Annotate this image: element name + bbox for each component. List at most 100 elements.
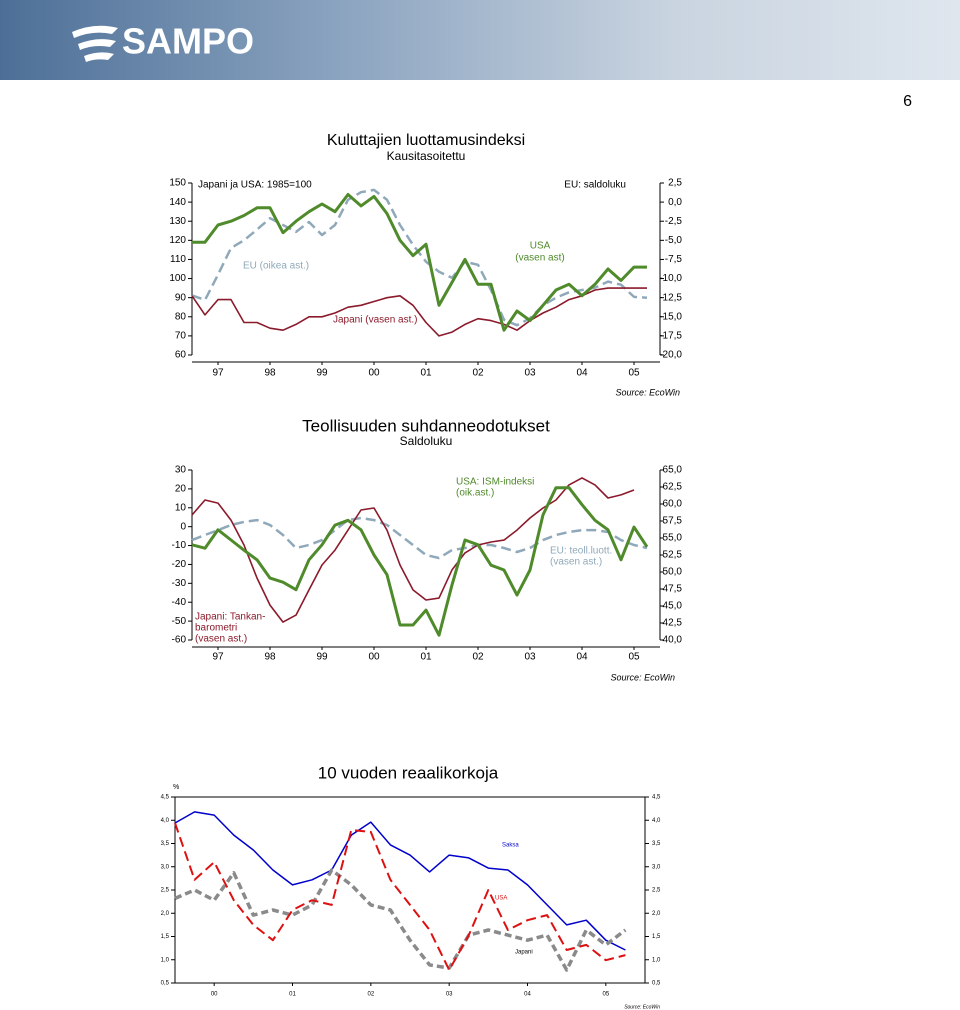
y-tick-label: 1,0 xyxy=(161,957,170,963)
y2-tick-label: 2,5 xyxy=(668,178,682,189)
chart-title: Kuluttajien luottamusindeksi xyxy=(327,132,525,149)
y-tick-label: 70 xyxy=(175,331,187,342)
series-line xyxy=(174,868,627,972)
x-tick-label: 99 xyxy=(316,652,328,663)
annotation: USA xyxy=(495,896,507,902)
source-note: Source: EcoWin xyxy=(616,387,680,397)
y-tick-label: -10 xyxy=(172,540,187,551)
annotation: barometri xyxy=(195,623,237,634)
x-tick-label: 05 xyxy=(628,652,640,663)
y-tick-label: 100 xyxy=(169,273,186,284)
y-tick-label: 3,5 xyxy=(161,841,170,847)
x-tick-label: 97 xyxy=(212,368,224,379)
y-tick-label: 20 xyxy=(175,484,187,495)
y-tick-label-right: 0,5 xyxy=(652,981,661,987)
series-line xyxy=(191,188,648,327)
y-tick-label: 60 xyxy=(175,350,187,361)
x-tick-label: 03 xyxy=(524,652,536,663)
y2-tick-label: 50,0 xyxy=(663,567,683,578)
chart-title: Teollisuuden suhdanneodotukset xyxy=(302,416,550,435)
y-axis-label: % xyxy=(173,784,179,791)
y-tick-label: 150 xyxy=(169,178,186,189)
chart-title: 10 vuoden reaalikorkoja xyxy=(318,763,499,782)
annotation: Japani: Tankan- xyxy=(195,612,265,623)
x-tick-label: 02 xyxy=(367,992,374,998)
y-tick-label: 10 xyxy=(175,502,187,513)
x-tick-label: 98 xyxy=(264,652,276,663)
y2-tick-label: 45,0 xyxy=(663,601,683,612)
y-tick-label: 0 xyxy=(180,521,186,532)
y-tick-label: -20 xyxy=(172,559,187,570)
chart: 10 vuoden reaalikorkoja%4,5 4,54,0 4,03,5 3… xyxy=(161,763,661,1010)
y-tick-label: 90 xyxy=(175,292,187,303)
annotation: (vasen ast.) xyxy=(550,557,602,568)
x-tick-label: 03 xyxy=(524,368,536,379)
y2-tick-label: -2,5 xyxy=(665,216,683,227)
series-line xyxy=(192,193,647,332)
y2-tick-label: 60,0 xyxy=(663,499,683,510)
y-tick-label: -50 xyxy=(172,616,187,627)
annotation: Japani ja USA: 1985=100 xyxy=(198,180,312,191)
x-tick-label: 01 xyxy=(420,652,432,663)
x-tick-label: 02 xyxy=(472,652,484,663)
y2-tick-label: -20,0 xyxy=(659,350,682,361)
y-tick-label-right: 3,5 xyxy=(652,841,661,847)
page-number: 6 xyxy=(903,93,912,110)
y-tick-label: 4,0 xyxy=(161,818,170,824)
y-tick-label-right: 2,0 xyxy=(652,911,661,917)
y-tick-label: 110 xyxy=(170,254,186,265)
y-tick-label: 3,0 xyxy=(161,864,170,870)
series-line xyxy=(174,811,626,951)
x-tick-label: 98 xyxy=(264,368,276,379)
source-note: Source: EcoWin xyxy=(624,1004,660,1010)
annotation: EU: teoll.luott. xyxy=(550,546,612,557)
annotation: Japani (vasen ast.) xyxy=(333,315,418,326)
annotation: (vasen ast) xyxy=(515,253,564,264)
annotation: (vasen ast.) xyxy=(195,634,247,645)
x-tick-label: 04 xyxy=(576,652,588,663)
y-tick-label: -30 xyxy=(172,578,187,589)
x-tick-label: 04 xyxy=(524,992,531,998)
logo-mark xyxy=(72,25,118,62)
y-tick-label: 1,5 xyxy=(161,934,170,940)
y2-tick-label: 0,0 xyxy=(668,197,682,208)
y2-tick-label: 55,0 xyxy=(663,533,683,544)
header-banner xyxy=(0,0,960,80)
x-tick-label: 03 xyxy=(446,992,453,998)
y2-tick-label: -17,5 xyxy=(659,331,682,342)
y-tick-label-right: 1,5 xyxy=(652,934,661,940)
annotation: USA xyxy=(530,241,551,252)
y2-tick-label: -12,5 xyxy=(659,292,682,303)
annotation: EU (oikea ast.) xyxy=(243,261,309,272)
y2-tick-label: 65,0 xyxy=(663,465,683,476)
y-tick-label: 2,0 xyxy=(161,911,170,917)
annotation: Japani xyxy=(515,950,533,956)
x-tick-label: 97 xyxy=(212,652,224,663)
y2-tick-label: -7,5 xyxy=(665,254,683,265)
annotation: USA: ISM-indeksi xyxy=(456,477,534,488)
x-tick-label: 01 xyxy=(289,992,296,998)
series-line xyxy=(191,287,647,337)
y-tick-label: 80 xyxy=(175,311,187,322)
y2-tick-label: -10,0 xyxy=(659,273,682,284)
y2-tick-label: 47,5 xyxy=(663,584,683,595)
y-tick-label: 30 xyxy=(175,465,187,476)
annotation: (oik.ast.) xyxy=(456,488,494,499)
y-tick-label: 120 xyxy=(169,235,186,246)
source-note: Source: EcoWin xyxy=(611,672,675,682)
series-line xyxy=(191,516,648,560)
x-tick-label: 01 xyxy=(420,368,432,379)
chart: Kuluttajien luottamusindeksiKausitasoite… xyxy=(169,132,682,397)
y-tick-label: 130 xyxy=(169,216,186,227)
y-tick-label-right: 3,0 xyxy=(652,864,661,870)
y-tick-label: 0,5 xyxy=(161,981,170,987)
x-tick-label: 05 xyxy=(628,368,640,379)
y-tick-label: 4,5 xyxy=(161,795,170,801)
series-line xyxy=(174,822,626,971)
y-tick-label-right: 1,0 xyxy=(652,957,661,963)
y-tick-label: 140 xyxy=(169,197,186,208)
y2-tick-label: 52,5 xyxy=(663,550,683,561)
y-tick-label-right: 4,0 xyxy=(652,818,661,824)
